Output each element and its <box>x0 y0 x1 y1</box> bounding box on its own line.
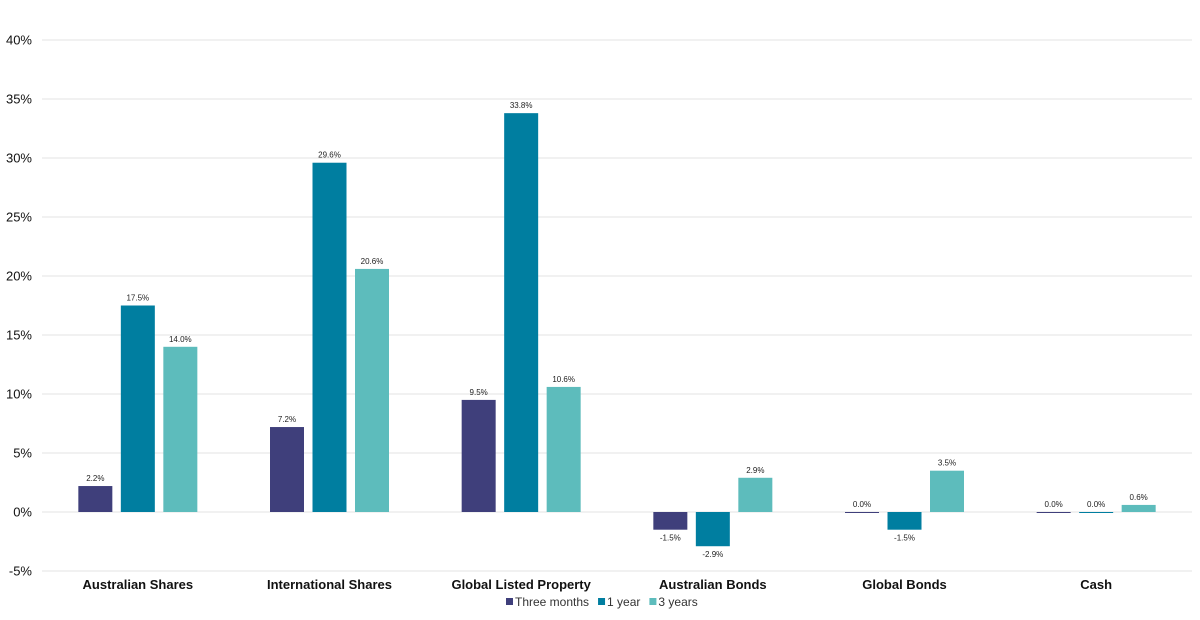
category-label: Global Bonds <box>862 577 947 592</box>
bar <box>163 346 198 512</box>
data-label: -2.9% <box>702 550 723 559</box>
data-label: 7.2% <box>278 415 296 424</box>
bar <box>270 427 304 512</box>
category-label: Australian Bonds <box>659 577 767 592</box>
bar <box>461 399 496 512</box>
data-label: 10.6% <box>552 375 575 384</box>
category-label: Cash <box>1080 577 1112 592</box>
category-label: Australian Shares <box>83 577 194 592</box>
bar <box>1036 512 1071 513</box>
y-tick-label: 5% <box>13 446 32 461</box>
data-label: 0.0% <box>1087 500 1105 509</box>
bar <box>695 512 730 547</box>
bar <box>653 512 688 530</box>
y-tick-label: 15% <box>6 328 32 343</box>
data-label: 33.8% <box>510 101 533 110</box>
data-label: -1.5% <box>660 534 681 543</box>
y-tick-label: 10% <box>6 387 32 402</box>
legend-label: 3 years <box>658 595 697 609</box>
bar <box>78 486 113 512</box>
y-tick-label: 25% <box>6 210 32 225</box>
data-label: 2.2% <box>86 474 104 483</box>
category-label: International Shares <box>267 577 392 592</box>
data-label: 17.5% <box>126 294 149 303</box>
y-axis-ticks: -5% 0% 5% 10% 15% 20% 25% 30% 35% 40% <box>6 33 32 579</box>
data-labels: 2.2% 17.5% 14.0% 7.2% 29.6% 20.6% 9.5% 33.8% 10.… <box>86 101 1148 559</box>
data-label: 3.5% <box>938 459 956 468</box>
y-tick-label: 35% <box>6 92 32 107</box>
x-axis-categories: Australian Shares International Shares Glo… <box>83 577 1113 592</box>
y-tick-label: 20% <box>6 269 32 284</box>
data-label: 0.0% <box>1045 500 1063 509</box>
bar <box>546 386 581 512</box>
data-label: 0.6% <box>1130 493 1148 502</box>
bar <box>738 477 773 512</box>
bar <box>355 268 389 512</box>
bar <box>120 305 155 512</box>
legend-label: Three months <box>515 595 589 609</box>
bar <box>1121 504 1156 512</box>
bar <box>504 113 539 512</box>
legend-swatch <box>598 598 606 605</box>
y-tick-label: 30% <box>6 151 32 166</box>
data-label: -1.5% <box>894 534 915 543</box>
legend-swatch <box>506 598 513 605</box>
legend: Three months 1 year 3 years <box>506 595 698 609</box>
category-label: Global Listed Property <box>451 577 591 592</box>
data-label: 0.0% <box>853 500 871 509</box>
y-tick-label: 0% <box>13 505 32 520</box>
bar <box>887 512 922 530</box>
data-label: 29.6% <box>318 151 341 160</box>
data-label: 14.0% <box>169 335 192 344</box>
gridlines <box>42 39 1192 572</box>
legend-label: 1 year <box>607 595 640 609</box>
y-tick-label: -5% <box>9 564 33 579</box>
y-tick-label: 40% <box>6 33 32 48</box>
bar <box>1079 512 1114 513</box>
data-label: 2.9% <box>746 466 764 475</box>
data-label: 20.6% <box>361 257 384 266</box>
bar <box>845 512 879 513</box>
bars <box>78 113 1156 547</box>
legend-swatch <box>649 598 657 605</box>
data-label: 9.5% <box>470 388 488 397</box>
bar <box>312 162 347 512</box>
bar <box>930 470 964 512</box>
